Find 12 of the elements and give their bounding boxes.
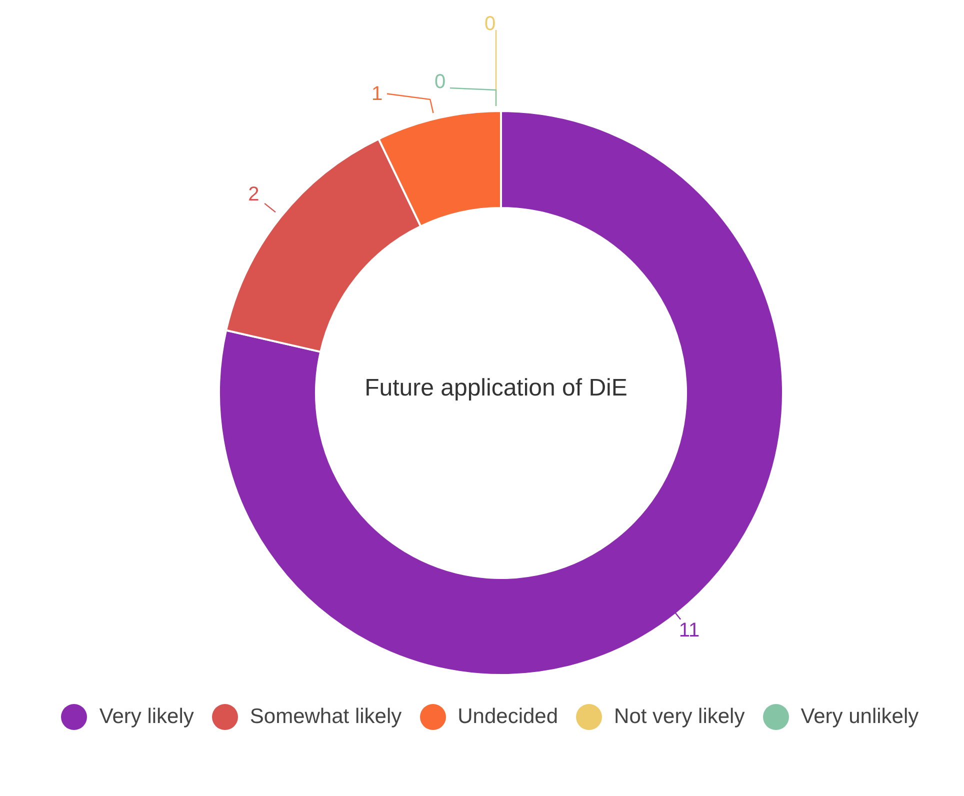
legend-label: Very unlikely xyxy=(800,705,919,729)
data-label: 11 xyxy=(678,619,700,642)
text: 0 xyxy=(484,13,496,35)
legend-label: Not very likely xyxy=(614,705,745,729)
data-label: 2 xyxy=(248,184,260,206)
text: Future application of DiE xyxy=(364,374,628,402)
data-label: 1 xyxy=(371,82,383,105)
text: 0 xyxy=(434,71,446,93)
legend-label: Somewhat likely xyxy=(250,705,402,729)
legend-label: Very likely xyxy=(99,705,194,729)
donut-slice xyxy=(218,110,784,676)
legend-label: Undecided xyxy=(458,705,558,729)
